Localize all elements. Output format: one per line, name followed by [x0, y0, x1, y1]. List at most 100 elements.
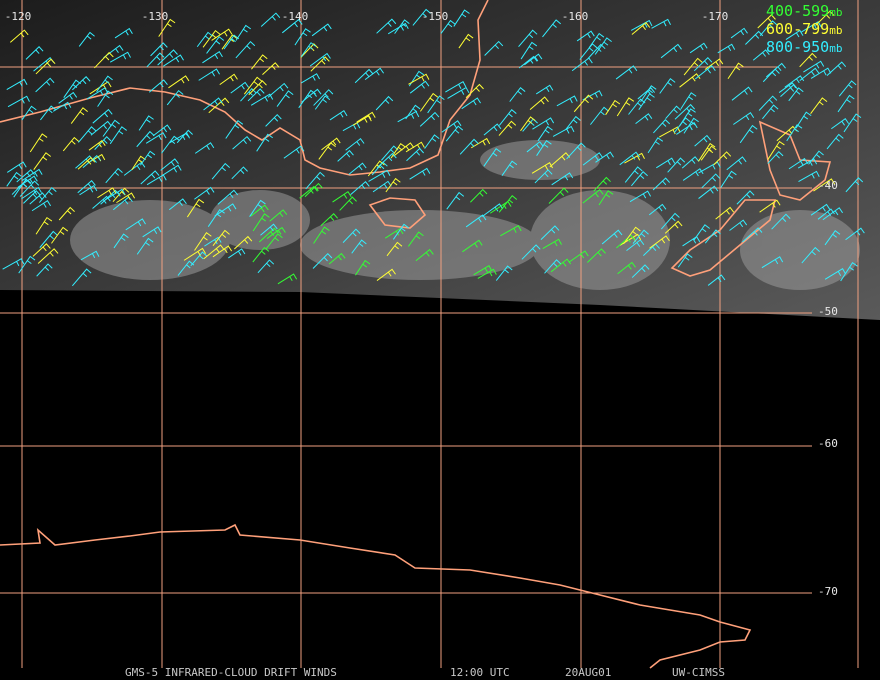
longitude-label: -170 — [702, 10, 729, 23]
wind-barb — [348, 162, 367, 175]
wind-barb — [21, 186, 42, 200]
wind-barb — [736, 190, 755, 205]
footer-date: 20AUG01 — [565, 666, 611, 679]
wind-barb — [683, 57, 703, 76]
wind-barb — [616, 234, 636, 249]
wind-barb — [250, 204, 269, 217]
wind-barb — [82, 155, 101, 168]
wind-barb — [810, 97, 828, 115]
wind-barb — [498, 194, 518, 213]
wind-barb — [298, 89, 316, 109]
wind-barb — [33, 152, 52, 170]
wind-barb — [698, 185, 719, 199]
wind-barb — [660, 43, 682, 59]
wind-barb — [390, 143, 406, 159]
wind-barb — [845, 177, 864, 193]
wind-barb — [356, 111, 376, 123]
wind-barb — [813, 178, 836, 192]
wind-barb — [815, 10, 835, 26]
wind-barb — [305, 171, 325, 190]
wind-barb — [372, 180, 392, 193]
wind-barb — [824, 229, 841, 246]
wind-barb — [221, 34, 238, 50]
wind-barb — [579, 43, 598, 60]
wind-barb — [131, 155, 146, 171]
wind-barb — [520, 41, 538, 60]
wind-barb — [682, 168, 704, 181]
longitude-label: -140 — [282, 10, 309, 23]
wind-barb — [235, 40, 256, 59]
wind-barb — [797, 158, 818, 169]
wind-barb — [90, 120, 112, 136]
latitude-label: -60 — [818, 437, 838, 450]
wind-barb — [386, 241, 403, 257]
wind-barb — [328, 252, 346, 265]
wind-barb — [548, 187, 569, 204]
wind-barb — [453, 9, 470, 27]
legend-label: 600-799 — [766, 20, 829, 38]
wind-barb — [803, 60, 825, 73]
wind-barb — [717, 43, 736, 54]
wind-barb — [598, 190, 614, 206]
wind-barb — [498, 108, 517, 126]
wind-barb — [176, 129, 193, 144]
wind-barb — [795, 111, 812, 129]
wind-barb — [140, 170, 160, 185]
wind-barb — [845, 227, 865, 241]
wind-barb — [588, 32, 605, 49]
wind-barb — [536, 140, 552, 156]
wind-barb — [18, 255, 36, 274]
wind-barb — [720, 170, 737, 188]
wind-barb — [680, 92, 697, 110]
wind-barb — [260, 223, 278, 236]
wind-barb — [311, 23, 332, 37]
wind-barb — [582, 152, 604, 166]
wind-barb — [214, 203, 237, 217]
wind-barb — [759, 20, 778, 37]
wind-barb — [9, 29, 29, 43]
legend-unit: mb — [829, 24, 842, 37]
wind-barb — [123, 161, 146, 176]
wind-barb — [673, 117, 691, 134]
wind-barb — [329, 110, 348, 121]
wind-barb — [88, 140, 106, 151]
wind-barb — [801, 246, 820, 264]
legend-unit: mb — [829, 42, 842, 55]
wind-barb — [445, 81, 467, 93]
wind-barb — [566, 142, 586, 160]
wind-barb — [116, 192, 136, 204]
legend-label: 800-950 — [766, 38, 829, 56]
wind-barb — [138, 115, 154, 131]
wind-barb — [371, 161, 388, 176]
wind-barb — [470, 188, 488, 203]
wind-barb — [35, 58, 56, 75]
wind-barb — [385, 177, 401, 193]
wind-barb — [230, 81, 249, 94]
wind-barb — [194, 142, 215, 154]
wind-barb — [212, 229, 230, 247]
legend: 400-599mb 600-799mb 800-950mb — [766, 2, 842, 56]
longitude-labels: -120 -130 -140 -150 -160 -170 — [5, 10, 729, 23]
wind-barb — [32, 243, 51, 257]
wind-barb — [730, 27, 748, 39]
wind-barb — [660, 212, 680, 230]
wind-barb — [304, 182, 323, 198]
wind-barb — [300, 42, 317, 58]
latitude-labels: -40 -50 -60 -70 — [818, 179, 838, 598]
wind-barb — [266, 226, 286, 239]
wind-barb — [540, 225, 560, 241]
wind-barb — [698, 161, 721, 174]
wind-barb — [631, 22, 651, 35]
wind-barb — [780, 83, 799, 98]
wind-barb — [247, 88, 265, 102]
wind-barb — [681, 156, 700, 169]
wind-barb — [332, 191, 352, 203]
wind-barb — [13, 178, 32, 198]
wind-barb — [629, 190, 652, 203]
wind-barb — [166, 89, 184, 106]
wind-barb — [407, 231, 424, 247]
wind-barb — [542, 19, 562, 38]
wind-barb — [624, 166, 643, 183]
wind-barb — [103, 44, 124, 59]
wind-barb — [102, 119, 120, 137]
